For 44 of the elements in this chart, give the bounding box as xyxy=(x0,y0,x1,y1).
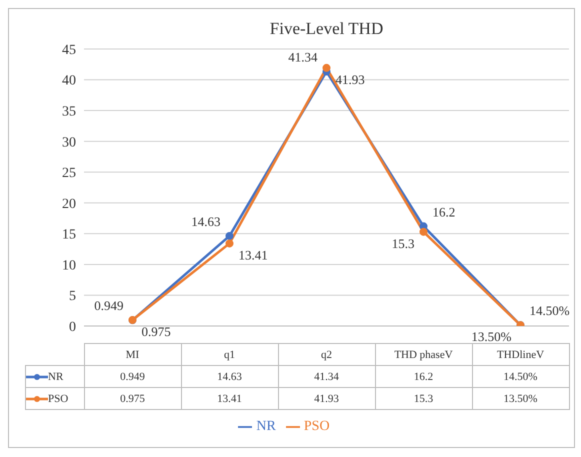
text: 14.63 xyxy=(191,214,220,229)
data-label: 14.50% xyxy=(472,366,569,388)
data-label: 41.34 xyxy=(278,366,375,388)
x-tick-label: THD phaseV xyxy=(375,344,472,366)
text: 16.2 xyxy=(432,204,456,220)
point xyxy=(226,232,234,240)
y-tick-label: 40 xyxy=(62,74,76,89)
y-tick-label: 15 xyxy=(62,228,76,243)
x-tick-label: q2 xyxy=(278,344,375,366)
text: 15.3 xyxy=(392,236,414,251)
y-tick-label: 10 xyxy=(62,258,76,274)
data-label: 16.2 xyxy=(375,366,472,388)
text: 0.949 xyxy=(94,298,124,314)
legend-label: PSO xyxy=(26,388,84,410)
text: 13.50% xyxy=(471,329,512,344)
data-label: 13.50% xyxy=(472,388,569,410)
data-label: 0.975 xyxy=(84,388,181,410)
text: NR xyxy=(256,419,276,434)
text: 41.34 xyxy=(288,50,318,65)
y-tick-label: 0 xyxy=(69,320,76,335)
y-tick-label: 30 xyxy=(62,135,76,150)
y-tick-label: 45 xyxy=(62,42,76,58)
x-tick-label: q1 xyxy=(181,344,278,366)
data-label: 0.949 xyxy=(84,366,181,388)
data-label: 15.3 xyxy=(375,388,472,410)
chart-title: Five-Level THD xyxy=(268,19,384,39)
text: 41.93 xyxy=(336,72,365,87)
text: 0.975 xyxy=(142,324,171,339)
text: 13.41 xyxy=(238,247,268,262)
point xyxy=(226,239,234,248)
y-tick-label: 20 xyxy=(62,196,76,212)
point xyxy=(420,228,428,236)
text: PSO xyxy=(304,419,330,434)
y-tick-label: 25 xyxy=(62,166,76,182)
data-label: 41.93 xyxy=(278,388,375,410)
text: 14.50% xyxy=(530,303,570,318)
point xyxy=(322,64,330,72)
data-label: 13.41 xyxy=(181,388,278,410)
x-tick-label: MI xyxy=(84,344,181,366)
y-tick-label: 35 xyxy=(62,104,76,120)
data-label: 14.63 xyxy=(181,366,278,388)
x-tick-label: THDlineV xyxy=(472,344,569,366)
legend-label: NR xyxy=(26,366,84,388)
y-tick-label: 5 xyxy=(69,289,76,304)
